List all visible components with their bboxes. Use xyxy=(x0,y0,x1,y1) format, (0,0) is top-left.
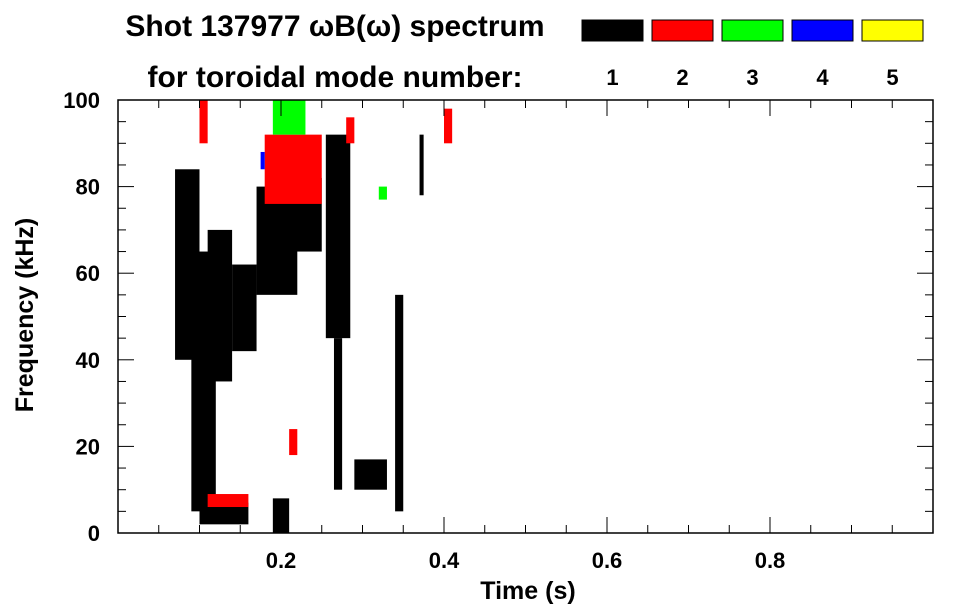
legend-label-mode-4: 4 xyxy=(816,65,829,90)
spectrum-region-mode-1 xyxy=(333,338,343,490)
spectrum-region-mode-4 xyxy=(260,151,265,170)
tick-labels: 0.2 0.4 0.6 0.8 0 20 40 60 80 100 xyxy=(63,88,785,573)
spectrum-region-mode-2 xyxy=(207,494,249,508)
legend-swatch-mode-2 xyxy=(651,19,714,42)
spectrum-region-mode-2 xyxy=(264,134,322,204)
spectrum-region-mode-1 xyxy=(272,498,290,533)
spectrum-region-mode-3 xyxy=(272,100,306,135)
plot-regions xyxy=(175,100,453,533)
spectrum-region-mode-1 xyxy=(207,229,233,382)
y-tick-label: 40 xyxy=(76,348,100,373)
legend-label-mode-3: 3 xyxy=(746,65,758,90)
y-axis-label: Frequency (kHz) xyxy=(11,218,39,412)
x-tick-label: 0.6 xyxy=(592,548,623,573)
x-tick-label: 0.2 xyxy=(266,548,297,573)
spectrum-region-mode-1 xyxy=(395,294,404,512)
x-tick-label: 0.8 xyxy=(755,548,786,573)
legend-label-mode-2: 2 xyxy=(676,65,688,90)
y-tick-label: 0 xyxy=(88,521,100,546)
spectrum-region-mode-2 xyxy=(199,100,208,144)
legend-swatch-mode-4 xyxy=(791,19,854,42)
legend-label-mode-1: 1 xyxy=(606,65,618,90)
spectrum-region-mode-1 xyxy=(354,459,387,490)
chart-title: Shot 137977 ωB(ω) spectrum xyxy=(125,10,544,43)
spectrum-region-mode-2 xyxy=(444,108,453,144)
legend: 1 2 3 4 5 xyxy=(581,19,924,90)
y-tick-label: 80 xyxy=(76,175,100,200)
spectrum-region-mode-2 xyxy=(289,429,298,456)
legend-swatch-mode-1 xyxy=(581,19,644,42)
spectrum-region-mode-2 xyxy=(346,117,355,144)
legend-label-mode-5: 5 xyxy=(886,65,898,90)
y-tick-label: 100 xyxy=(63,88,100,113)
legend-swatch-mode-5 xyxy=(861,19,924,42)
legend-swatch-mode-3 xyxy=(721,19,784,42)
x-tick-label: 0.4 xyxy=(429,548,460,573)
spectrum-region-mode-1 xyxy=(419,134,424,196)
y-tick-label: 60 xyxy=(76,261,100,286)
y-tick-label: 20 xyxy=(76,434,100,459)
spectrum-region-mode-3 xyxy=(378,186,387,200)
chart-subtitle: for toroidal mode number: xyxy=(148,61,523,94)
spectrum-region-mode-1 xyxy=(199,502,249,525)
spectrum-region-mode-1 xyxy=(325,134,351,339)
x-axis-label: Time (s) xyxy=(480,577,575,605)
axis-ticks xyxy=(118,99,934,534)
spectrum-region-mode-1 xyxy=(232,264,257,352)
